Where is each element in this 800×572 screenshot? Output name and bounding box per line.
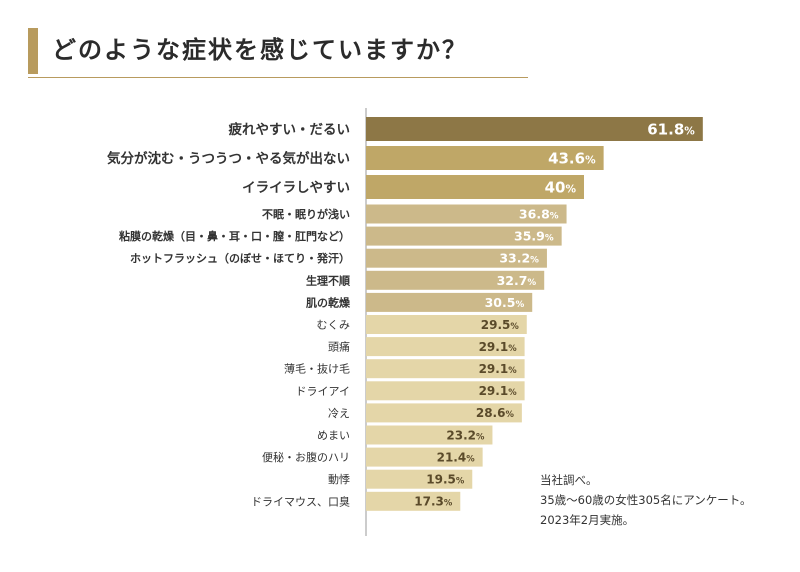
bar (366, 226, 562, 246)
category-label: 疲れやすい・だるい (229, 121, 351, 138)
value-label: 33.2% (499, 251, 539, 266)
bar (366, 425, 493, 445)
bar (366, 403, 522, 423)
bar (366, 469, 473, 489)
value-label: 43.6% (548, 149, 596, 167)
value-label: 23.2% (446, 428, 485, 442)
value-label: 30.5% (485, 295, 525, 310)
category-label: ドライマウス、口臭 (251, 494, 350, 508)
bar (366, 359, 525, 379)
category-label: 粘膜の乾燥（目・鼻・耳・口・膣・肛門など） (119, 229, 350, 243)
value-label: 29.1% (479, 340, 518, 354)
bar (366, 337, 525, 357)
title-underline (28, 77, 528, 78)
category-label: ホットフラッシュ（のぼせ・ほてり・発汗） (130, 251, 350, 265)
value-label: 36.8% (519, 207, 559, 222)
value-label: 29.5% (481, 318, 520, 332)
bar (366, 175, 584, 199)
value-label: 29.1% (479, 384, 518, 398)
page-title: どのような症状を感じていますか？ (52, 36, 468, 64)
bar (366, 146, 604, 170)
value-label: 32.7% (497, 273, 537, 288)
bar (366, 292, 533, 312)
category-label: むくみ (317, 318, 350, 331)
value-label: 40% (545, 178, 577, 196)
note-line-1: 当社調べ。 (540, 473, 598, 487)
value-label: 61.8% (647, 120, 695, 138)
bar (366, 204, 567, 224)
value-label: 19.5% (426, 473, 465, 487)
value-label: 35.9% (514, 229, 554, 244)
category-label: 気分が沈む・うつうつ・やる気が出ない (107, 150, 350, 167)
category-label: めまい (317, 429, 350, 442)
bar (366, 315, 527, 334)
category-label: 不眠・眠りが浅い (262, 207, 350, 221)
category-label: 肌の乾燥 (305, 295, 351, 309)
category-label: 薄毛・抜け毛 (284, 362, 350, 376)
category-label: 頭痛 (328, 340, 350, 354)
value-label: 21.4% (437, 450, 476, 464)
note-line-2: 35歳〜60歳の女性305名にアンケート。 (540, 493, 752, 507)
bar (366, 381, 525, 401)
category-label: イライラしやすい (242, 180, 350, 196)
category-label: 冷え (328, 407, 350, 420)
category-label: 便秘・お腹のハリ (262, 450, 350, 464)
title-accent-bar (28, 28, 38, 74)
survey-note: 当社調べ。 35歳〜60歳の女性305名にアンケート。 2023年2月実施。 (540, 470, 752, 530)
bar (366, 491, 461, 511)
note-line-3: 2023年2月実施。 (540, 513, 635, 527)
value-label: 29.1% (479, 362, 518, 376)
bar (366, 270, 545, 290)
value-label: 28.6% (476, 406, 515, 420)
category-label: ドライアイ (296, 385, 350, 398)
bar (366, 447, 483, 467)
value-label: 17.3% (414, 495, 453, 509)
bar (366, 117, 703, 141)
category-label: 動悸 (328, 472, 350, 486)
bar (366, 248, 547, 268)
category-label: 生理不順 (306, 273, 351, 287)
